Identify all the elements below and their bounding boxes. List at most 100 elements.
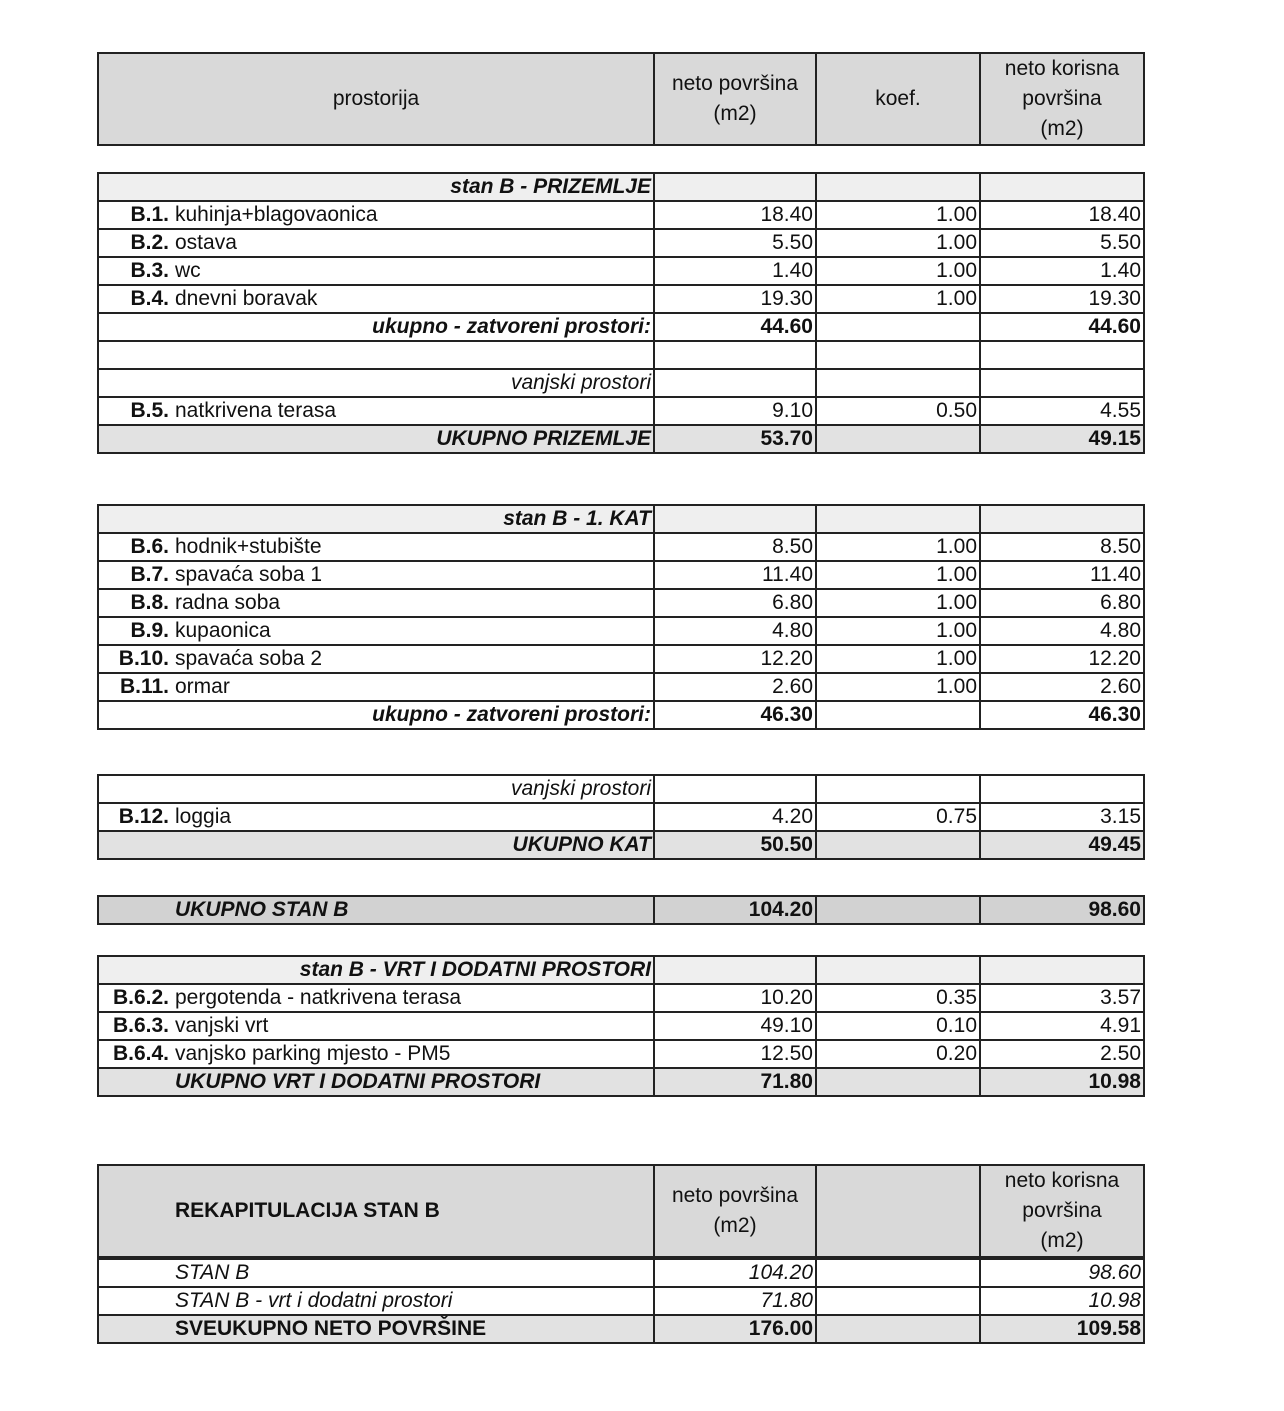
empty-cell	[815, 955, 981, 985]
room-name: ostava	[175, 231, 237, 254]
useful: 3.57	[979, 983, 1145, 1013]
table-row: B.6.4. vanjsko parking mjesto - PM5 12.50 0…	[97, 1039, 1145, 1069]
empty-cell	[653, 340, 817, 370]
area: 19.30	[653, 284, 817, 314]
coef: 0.10	[815, 1011, 981, 1041]
header-row: prostorija neto površina (m2) koef. neto kor…	[97, 52, 1145, 146]
total-useful: 49.15	[979, 424, 1145, 454]
useful: 6.80	[979, 588, 1145, 618]
room-code: B.4.	[130, 287, 169, 310]
room-name: spavaća soba 1	[175, 563, 323, 586]
empty-cell	[979, 504, 1145, 534]
room-name: radna soba	[175, 591, 281, 614]
first-floor-outdoor-table: vanjski prostori B.12. loggia 4.20 0.75 3.15 U…	[97, 774, 1145, 860]
total-label: STAN B - vrt i dodatni prostori	[97, 1286, 655, 1316]
empty-cell	[979, 774, 1145, 804]
total-label: ukupno - zatvoreni prostori:	[97, 312, 655, 342]
useful: 4.55	[979, 396, 1145, 426]
table-row: B.1. kuhinja+blagovaonica 18.40 1.00 18.40	[97, 200, 1145, 230]
coef: 0.35	[815, 983, 981, 1013]
total-area: 46.30	[653, 700, 817, 730]
coef: 0.50	[815, 396, 981, 426]
coef: 1.00	[815, 532, 981, 562]
room-code: B.10.	[118, 647, 169, 670]
table-row: B.9. kupaonica 4.80 1.00 4.80	[97, 616, 1145, 646]
useful: 5.50	[979, 228, 1145, 258]
total-useful: 10.98	[979, 1067, 1145, 1097]
table-row: STAN B - vrt i dodatni prostori 71.80 10.9…	[97, 1286, 1145, 1316]
header-cell: neto korisna površina (m2)	[979, 1164, 1145, 1260]
table-row: B.4. dnevni boravak 19.30 1.00 19.30	[97, 284, 1145, 314]
total-area: 104.20	[653, 1257, 817, 1288]
total-useful: 46.30	[979, 700, 1145, 730]
empty-cell	[815, 1314, 981, 1344]
subheading: vanjski prostori	[97, 368, 655, 398]
header-line: neto korisna	[1004, 57, 1120, 80]
header-cell: neto površina (m2)	[653, 52, 817, 146]
area: 12.20	[653, 644, 817, 674]
room-code: B.6.	[130, 535, 169, 558]
table-row: B.11. ormar 2.60 1.00 2.60	[97, 672, 1145, 702]
total-useful: 98.60	[979, 1257, 1145, 1288]
table-row: B.6.2. pergotenda - natkrivena terasa 10.2…	[97, 983, 1145, 1013]
table-row: B.2. ostava 5.50 1.00 5.50	[97, 228, 1145, 258]
table-row: stan B - PRIZEMLJE	[97, 172, 1145, 202]
empty-cell	[815, 340, 981, 370]
section-title: stan B - PRIZEMLJE	[97, 172, 655, 202]
empty-cell	[815, 1257, 981, 1288]
first-floor-table: stan B - 1. KAT B.6. hodnik+stubište 8.50 1.…	[97, 504, 1145, 730]
room-name: wc	[175, 259, 201, 282]
table-row: UKUPNO STAN B 104.20 98.60	[97, 895, 1145, 925]
room-code: B.5.	[130, 399, 169, 422]
room-code: B.8.	[130, 591, 169, 614]
useful: 18.40	[979, 200, 1145, 230]
empty-cell	[653, 172, 817, 202]
total-area: 53.70	[653, 424, 817, 454]
empty-cell	[815, 424, 981, 454]
room-name: kuhinja+blagovaonica	[175, 203, 378, 226]
room-code: B.6.2.	[112, 986, 169, 1009]
total-label: STAN B	[97, 1257, 655, 1288]
total-label: SVEUKUPNO NETO POVRŠINE	[97, 1314, 655, 1344]
table-row	[97, 340, 1145, 370]
coef: 1.00	[815, 672, 981, 702]
header-line: površina	[1022, 87, 1102, 110]
table-row: stan B - 1. KAT	[97, 504, 1145, 534]
coef: 1.00	[815, 200, 981, 230]
coef: 1.00	[815, 228, 981, 258]
table-row: SVEUKUPNO NETO POVRŠINE 176.00 109.58	[97, 1314, 1145, 1344]
recap-title: REKAPITULACIJA STAN B	[97, 1164, 655, 1260]
useful: 8.50	[979, 532, 1145, 562]
header-line: površina	[1022, 1199, 1102, 1222]
table-row: UKUPNO KAT 50.50 49.45	[97, 830, 1145, 860]
section-title: stan B - 1. KAT	[97, 504, 655, 534]
area: 4.20	[653, 802, 817, 832]
table-row: B.12. loggia 4.20 0.75 3.15	[97, 802, 1145, 832]
room-code: B.1.	[130, 203, 169, 226]
header-cell: prostorija	[97, 52, 655, 146]
useful: 12.20	[979, 644, 1145, 674]
table-row: B.8. radna soba 6.80 1.00 6.80	[97, 588, 1145, 618]
room-name: vanjsko parking mjesto - PM5	[175, 1042, 451, 1065]
table-row: B.5. natkrivena terasa 9.10 0.50 4.55	[97, 396, 1145, 426]
useful: 2.60	[979, 672, 1145, 702]
room-cell: B.3. wc	[97, 256, 655, 286]
room-cell: B.6. hodnik+stubište	[97, 532, 655, 562]
useful: 1.40	[979, 256, 1145, 286]
total-useful: 98.60	[979, 895, 1145, 925]
room-cell: B.8. radna soba	[97, 588, 655, 618]
room-name: pergotenda - natkrivena terasa	[175, 986, 462, 1009]
coef: 1.00	[815, 284, 981, 314]
room-code: B.6.3.	[112, 1014, 169, 1037]
total-useful: 44.60	[979, 312, 1145, 342]
empty-cell	[653, 504, 817, 534]
empty-cell	[815, 1067, 981, 1097]
total-useful: 49.45	[979, 830, 1145, 860]
area: 6.80	[653, 588, 817, 618]
section-title: stan B - VRT I DODATNI PROSTORI	[97, 955, 655, 985]
useful: 19.30	[979, 284, 1145, 314]
room-cell: B.6.2. pergotenda - natkrivena terasa	[97, 983, 655, 1013]
total-label: UKUPNO KAT	[97, 830, 655, 860]
coef: 1.00	[815, 588, 981, 618]
